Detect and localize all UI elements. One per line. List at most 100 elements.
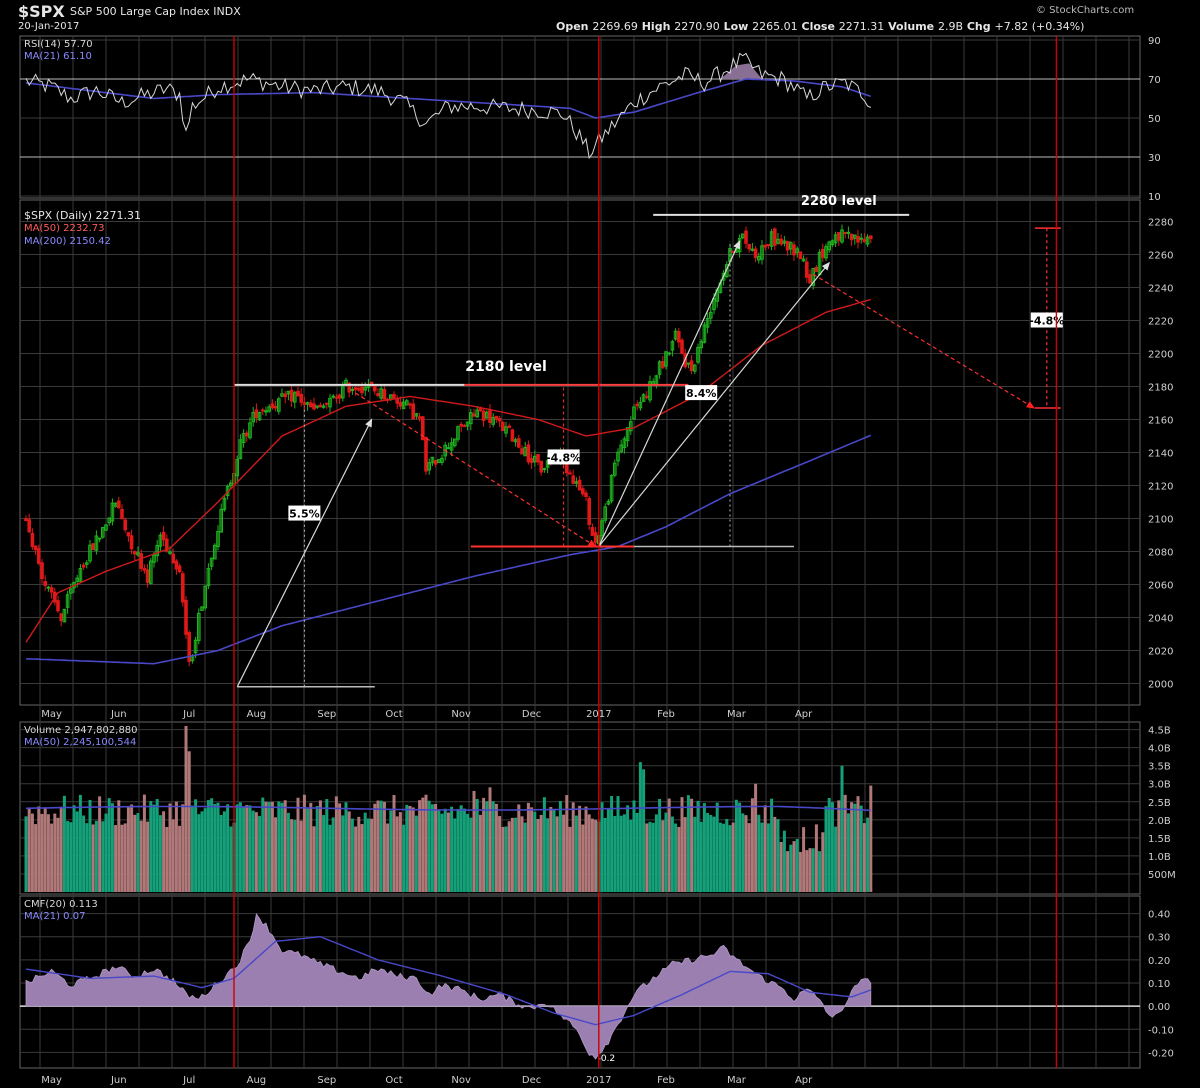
candle-up bbox=[449, 442, 454, 451]
volume-bar bbox=[322, 815, 326, 892]
candle-down bbox=[773, 228, 777, 246]
candle-down bbox=[411, 403, 415, 420]
candle-up bbox=[865, 236, 870, 245]
candle-down bbox=[174, 560, 179, 570]
candle-down bbox=[763, 244, 768, 248]
volume-bar bbox=[680, 797, 684, 892]
volume-bar bbox=[683, 817, 687, 892]
cmf-x-tick: Aug bbox=[247, 1075, 267, 1086]
volume-bar bbox=[507, 821, 511, 892]
candle-up bbox=[219, 508, 223, 533]
candle-up bbox=[277, 398, 281, 412]
chg-value: +7.82 (+0.34%) bbox=[994, 20, 1085, 33]
candle-up bbox=[846, 231, 851, 234]
candle-up bbox=[341, 386, 345, 399]
candle-up bbox=[238, 439, 243, 460]
level-2280-label: 2280 level bbox=[801, 194, 877, 209]
volume-bars bbox=[24, 726, 873, 892]
cmf-low-label: -0.2 bbox=[598, 1054, 616, 1064]
candle-down bbox=[145, 569, 150, 583]
volume-bar bbox=[610, 795, 614, 892]
volume-ma-legend: MA(50) 2,245,100,544 bbox=[24, 737, 136, 748]
candle-down bbox=[481, 410, 486, 422]
volume-bar bbox=[446, 812, 450, 892]
candle-up bbox=[625, 427, 630, 442]
volume-bar bbox=[853, 803, 857, 892]
volume-bar bbox=[466, 813, 470, 892]
volume-bar bbox=[334, 796, 338, 892]
rsi-tick-label: 90 bbox=[1148, 36, 1161, 47]
candle-up bbox=[574, 481, 579, 484]
volume-bar bbox=[130, 804, 134, 892]
candle-down bbox=[766, 243, 771, 246]
candle-down bbox=[529, 458, 534, 463]
candle-up bbox=[705, 318, 710, 328]
volume-bar bbox=[248, 805, 252, 892]
close-label: Close bbox=[801, 20, 835, 33]
panel-frame-vol bbox=[19, 721, 1141, 895]
candle-down bbox=[296, 390, 300, 397]
candle-up bbox=[69, 588, 73, 594]
volume-bar bbox=[136, 813, 140, 892]
candle-up bbox=[456, 426, 460, 440]
volume-tick-label: 3.5B bbox=[1148, 762, 1171, 773]
candle-down bbox=[334, 396, 339, 399]
volume-bar bbox=[805, 850, 809, 892]
price-x-tick: Nov bbox=[451, 709, 471, 720]
volume-bar bbox=[821, 832, 825, 892]
volume-bar bbox=[360, 824, 364, 892]
volume-bar bbox=[706, 812, 710, 892]
price-x-tick: Apr bbox=[795, 709, 813, 720]
volume-bar bbox=[216, 802, 220, 892]
volume-bar bbox=[354, 826, 358, 892]
volume-bar bbox=[469, 817, 473, 892]
volume-bar bbox=[347, 811, 351, 892]
candle-down bbox=[373, 385, 377, 392]
price-x-tick: Feb bbox=[657, 709, 675, 720]
candle-down bbox=[357, 388, 361, 391]
volume-bar bbox=[315, 806, 319, 892]
volume-bar bbox=[306, 808, 310, 892]
candle-up bbox=[305, 402, 310, 405]
volume-bar bbox=[453, 818, 457, 892]
candle-up bbox=[241, 433, 246, 443]
volume-bar bbox=[235, 804, 239, 892]
volume-bar bbox=[85, 823, 89, 892]
volume-bar bbox=[24, 816, 28, 892]
candle-down bbox=[459, 423, 463, 427]
candle-up bbox=[769, 231, 774, 247]
candle-up bbox=[113, 502, 118, 507]
volume-bar bbox=[101, 821, 105, 892]
candle-up bbox=[811, 267, 816, 286]
volume-legend: Volume 2,947,802,880 bbox=[24, 725, 138, 736]
volume-bar bbox=[34, 824, 38, 892]
volume-bar bbox=[514, 817, 518, 892]
volume-bar bbox=[117, 800, 121, 892]
volume-bar bbox=[91, 824, 95, 892]
cmf-x-tick: May bbox=[41, 1075, 62, 1086]
candle-up bbox=[350, 388, 355, 392]
volume-bar bbox=[293, 819, 297, 892]
candle-up bbox=[465, 421, 470, 427]
open-value: 2269.69 bbox=[592, 20, 638, 33]
candle-up bbox=[699, 341, 704, 349]
volume-bar bbox=[715, 802, 719, 892]
volume-bar bbox=[331, 817, 335, 892]
volume-bar bbox=[520, 816, 524, 892]
volume-bar bbox=[523, 822, 527, 892]
volume-bar bbox=[837, 800, 841, 892]
volume-bar bbox=[123, 823, 127, 892]
candle-up bbox=[379, 388, 383, 399]
price-tick-label: 2000 bbox=[1148, 680, 1173, 691]
candle-down bbox=[814, 266, 819, 273]
candle-up bbox=[75, 577, 80, 582]
cmf-ma-line bbox=[25, 935, 872, 1026]
candle-up bbox=[363, 387, 367, 391]
candle-down bbox=[779, 238, 784, 245]
volume-bar bbox=[552, 809, 556, 892]
volume-bar bbox=[491, 801, 495, 892]
volume-bar bbox=[312, 826, 316, 892]
candles bbox=[24, 224, 873, 667]
volume-bar bbox=[392, 795, 396, 892]
volume-bar bbox=[376, 800, 380, 892]
